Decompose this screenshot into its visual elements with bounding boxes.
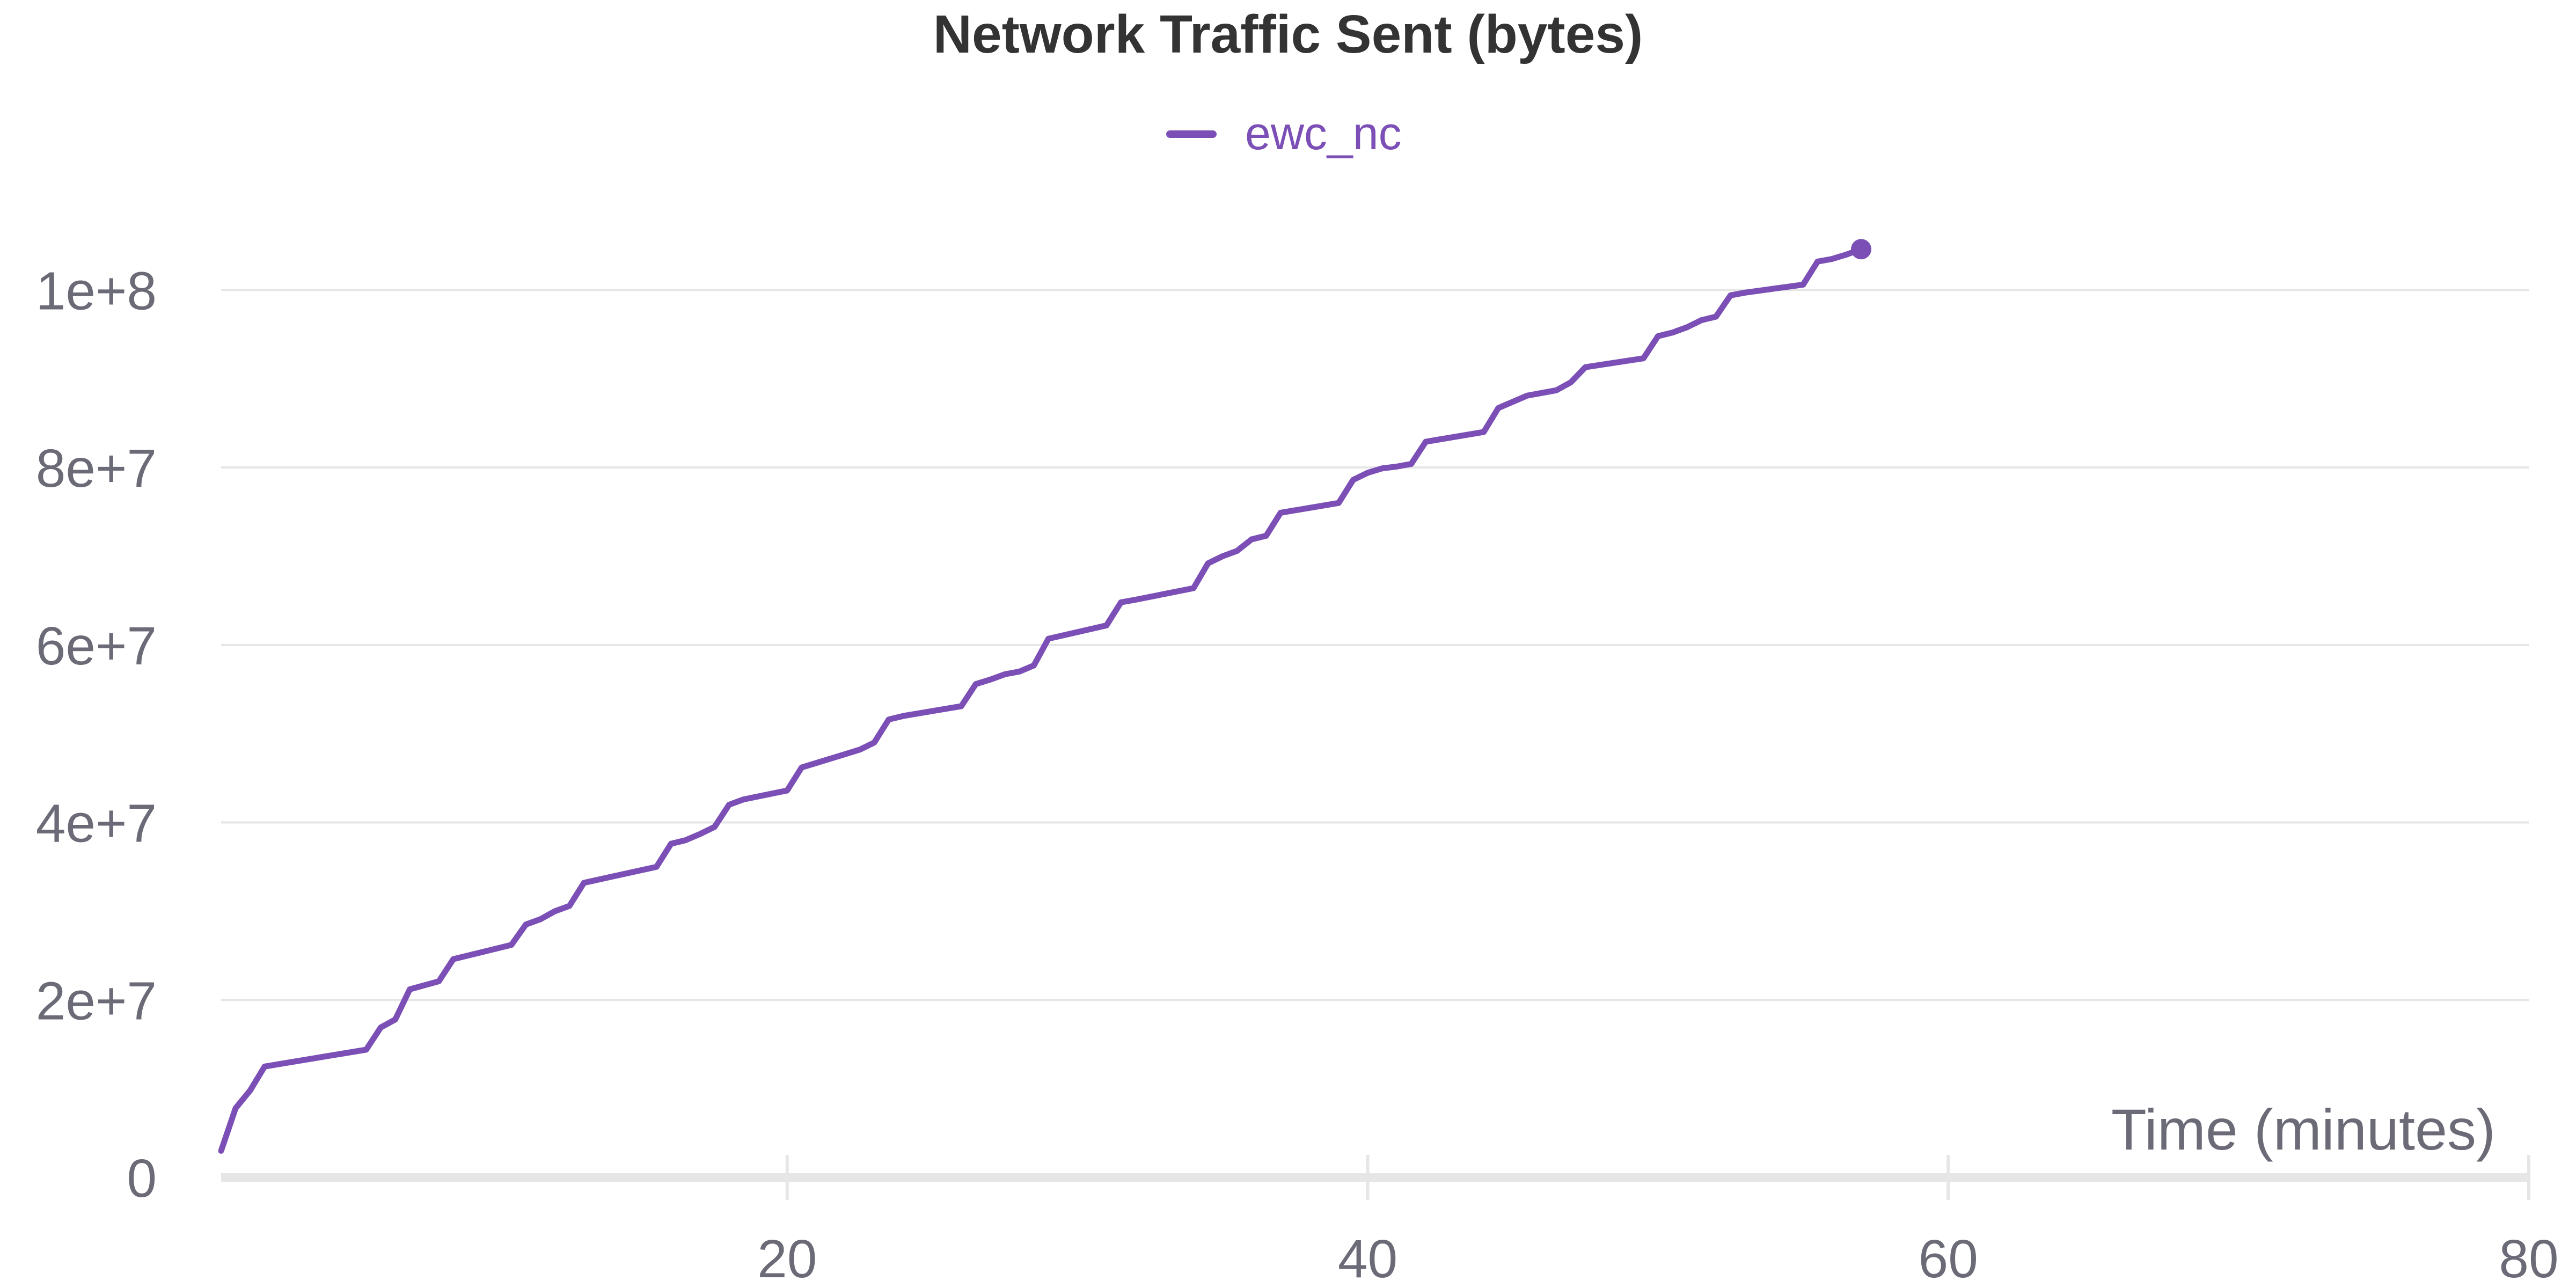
x-axis-label: Time (minutes) bbox=[2111, 1097, 2496, 1162]
y-tick-label: 2e+7 bbox=[36, 971, 157, 1031]
series-end-marker bbox=[1850, 239, 1871, 260]
legend: ewc_nc bbox=[1166, 108, 1402, 159]
x-axis-ticks: 20 40 60 80 bbox=[757, 1155, 2559, 1288]
y-tick-label: 6e+7 bbox=[36, 616, 157, 676]
series-layer bbox=[218, 239, 1871, 1154]
y-tick-label: 1e+8 bbox=[36, 261, 157, 321]
legend-label-ewc-nc: ewc_nc bbox=[1245, 108, 1402, 159]
x-tick-label: 80 bbox=[2499, 1229, 2558, 1288]
x-tick-label: 20 bbox=[757, 1229, 817, 1288]
chart-title: Network Traffic Sent (bytes) bbox=[933, 4, 1643, 64]
gridlines bbox=[221, 289, 2529, 1001]
x-tick-label: 40 bbox=[1338, 1229, 1397, 1288]
y-tick-label: 0 bbox=[127, 1148, 157, 1209]
x-tick-label: 60 bbox=[1919, 1229, 1978, 1288]
y-axis-ticks: 0 2e+7 4e+7 6e+7 8e+7 1e+8 bbox=[36, 261, 157, 1209]
y-tick-label: 8e+7 bbox=[36, 438, 157, 499]
series-line-ewc-nc bbox=[218, 246, 1864, 1154]
y-tick-label: 4e+7 bbox=[36, 794, 157, 854]
